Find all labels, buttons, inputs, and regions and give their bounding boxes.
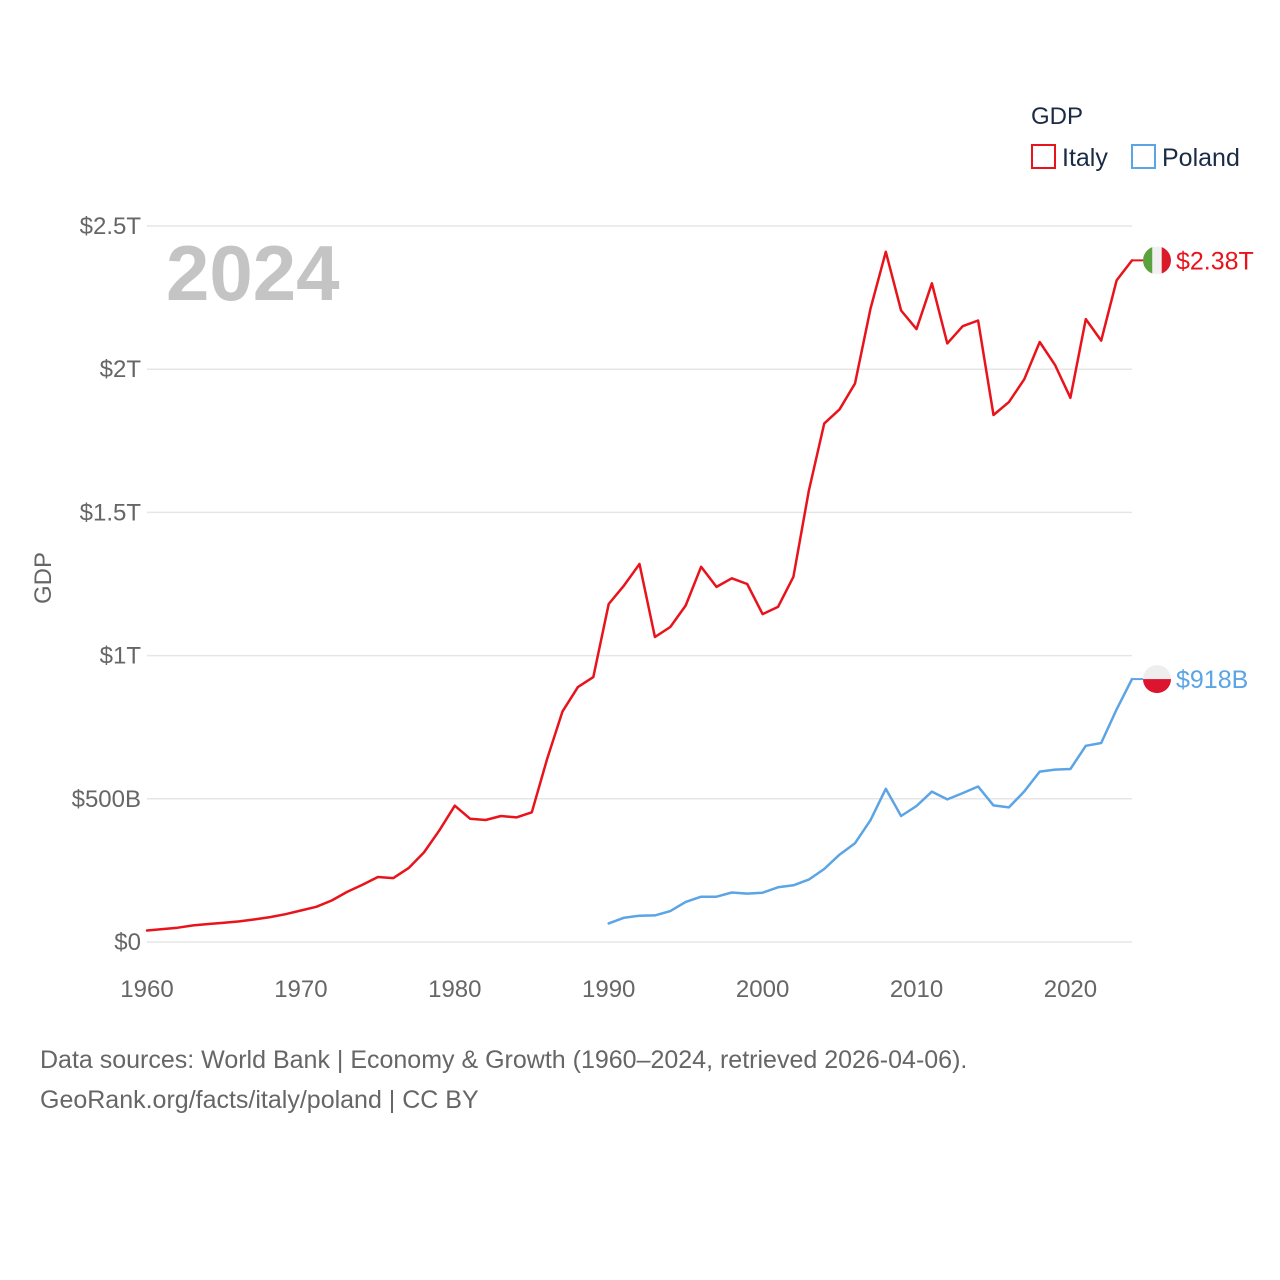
data-source-note: Data sources: World Bank | Economy & Gro…	[40, 1040, 967, 1120]
italy-flag-icon	[1143, 246, 1171, 275]
legend-title: GDP	[1031, 103, 1083, 130]
y-tick-label: $500B	[72, 786, 141, 813]
end-value-label-poland: $918B	[1176, 666, 1248, 694]
x-tick-label: 1990	[582, 976, 635, 1003]
end-value-label-italy: $2.38T	[1176, 247, 1254, 275]
gridlines	[147, 225, 1132, 943]
x-tick-label: 2000	[736, 976, 789, 1003]
x-tick-label: 1970	[274, 976, 327, 1003]
year-label: 2024	[166, 229, 340, 317]
legend-swatch-poland	[1131, 144, 1156, 169]
legend-label-poland: Poland	[1162, 144, 1240, 172]
legend-label-italy: Italy	[1062, 144, 1108, 172]
legend: GDP Italy Poland	[1031, 103, 1240, 172]
y-axis-title: GDP	[30, 552, 57, 604]
source-line-1: Data sources: World Bank | Economy & Gro…	[40, 1046, 968, 1074]
y-tick-label: $2.5T	[80, 213, 142, 240]
y-tick-label: $0	[114, 929, 141, 956]
x-axis-ticks: 1960 1970 1980 1990 2000 2010 2020	[120, 976, 1097, 1003]
end-labels: $2.38T $918B	[1132, 246, 1254, 694]
legend-item-poland[interactable]: Poland	[1131, 144, 1240, 172]
x-tick-label: 2010	[890, 976, 943, 1003]
x-tick-label: 1980	[428, 976, 481, 1003]
x-tick-label: 2020	[1044, 976, 1097, 1003]
y-tick-label: $1T	[100, 643, 142, 670]
source-line-2: GeoRank.org/facts/italy/poland | CC BY	[40, 1086, 479, 1114]
series-lines	[145, 250, 1134, 932]
poland-flag-icon	[1143, 665, 1171, 694]
legend-swatch-italy	[1031, 144, 1056, 169]
series-line-italy	[145, 250, 1134, 932]
y-axis-ticks: $0 $500B $1T $1.5T $2T $2.5T	[72, 213, 142, 956]
y-tick-label: $1.5T	[80, 499, 142, 526]
y-tick-label: $2T	[100, 356, 142, 383]
legend-item-italy[interactable]: Italy	[1031, 144, 1108, 172]
x-tick-label: 1960	[120, 976, 173, 1003]
series-line-poland	[607, 677, 1134, 925]
